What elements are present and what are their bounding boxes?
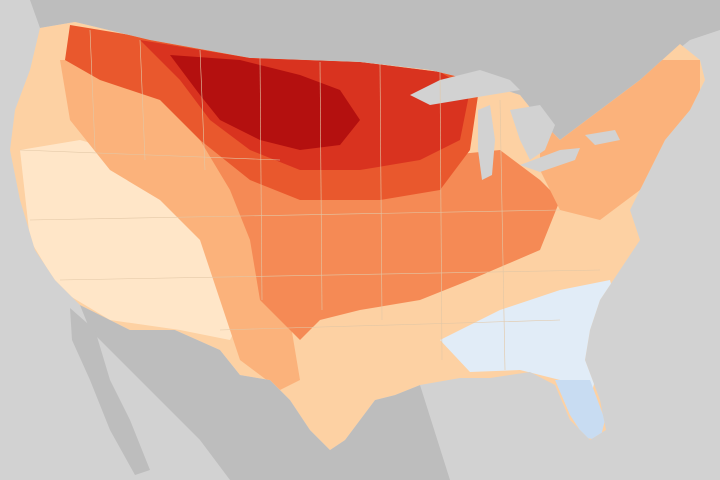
state-borders [19,29,601,371]
lake-ontario [585,130,620,145]
lake-superior [410,70,520,105]
state-border [19,149,281,161]
zone-rockies-medium [60,60,300,390]
state-border [379,63,383,321]
state-border [219,319,561,331]
state-border [89,29,96,151]
state-border [139,39,146,161]
zone-southeast-cool [440,280,620,400]
state-border [199,49,206,171]
lake-erie [520,148,580,172]
zone-red-river-hotspot [170,55,360,150]
state-border [499,99,506,371]
baja-peninsula [70,308,150,475]
state-border [319,61,323,311]
state-border [259,57,263,301]
lake-huron [510,105,555,160]
lake-michigan [478,105,495,180]
state-border [59,269,601,281]
state-border [439,71,443,361]
mexico-landmass [80,305,450,480]
state-border [29,209,561,221]
zone-florida-cool [555,380,605,440]
great-lakes [410,70,620,180]
